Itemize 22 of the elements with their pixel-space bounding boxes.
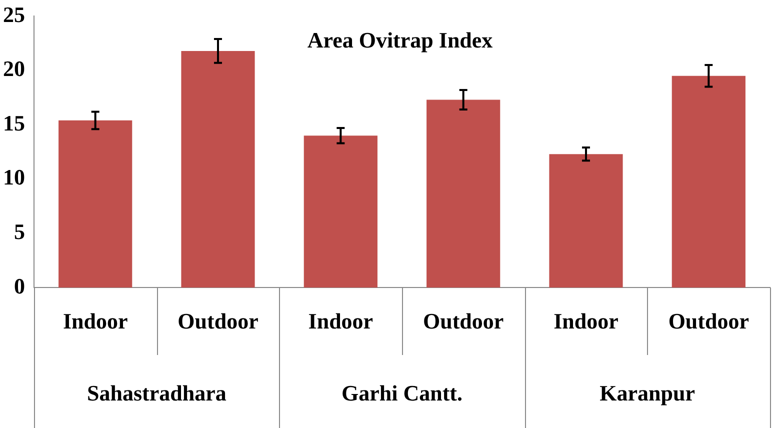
text: Area Ovitrap Index bbox=[307, 28, 493, 53]
x-tick-label: Indoor bbox=[308, 308, 374, 334]
bar bbox=[672, 76, 746, 288]
x-tick-label: Indoor bbox=[554, 308, 619, 334]
y-tick-label: 5 bbox=[14, 219, 25, 244]
text: Karanpur bbox=[600, 380, 696, 406]
x-tick-label: Outdoor bbox=[668, 308, 750, 334]
x-tick-label: Outdoor bbox=[178, 308, 259, 334]
bar bbox=[304, 136, 378, 288]
y-tick-label: 20 bbox=[3, 56, 25, 82]
x-tick-label: Indoor bbox=[62, 308, 128, 334]
x-tick-label: Outdoor bbox=[422, 308, 504, 334]
bar bbox=[58, 120, 132, 288]
y-tick-label: 25 bbox=[3, 2, 25, 27]
bar bbox=[181, 50, 255, 288]
y-tick-label: 0 bbox=[14, 273, 25, 298]
y-tick-label: 10 bbox=[3, 164, 25, 190]
bar bbox=[549, 154, 623, 288]
text: Sahastradhara bbox=[86, 380, 226, 406]
text: Garhi Cantt. bbox=[342, 380, 462, 406]
y-tick-label: 15 bbox=[3, 110, 25, 136]
bar bbox=[426, 100, 500, 288]
